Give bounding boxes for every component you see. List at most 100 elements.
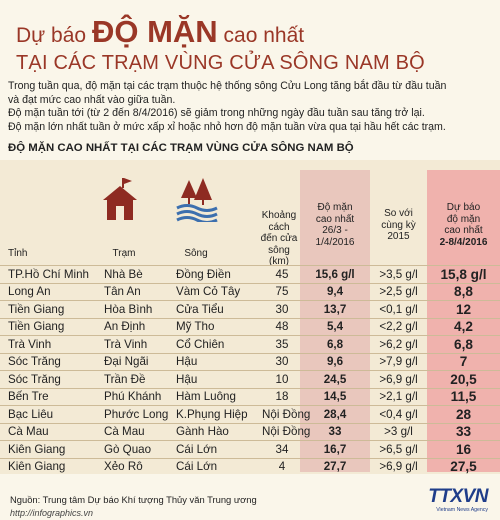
cell-so-sanh: >2,1 g/l: [379, 390, 418, 403]
row-divider: [0, 440, 500, 441]
header-so-sanh: So với cùng kỳ 2015: [370, 208, 427, 243]
cell-tram: Xẻo Rô: [104, 460, 143, 473]
cell-du-bao: 27,5: [450, 459, 477, 474]
ttxvn-logo: TTXVN: [428, 486, 488, 507]
table-row: Tiền Giang Hòa Bình Cửa Tiểu 30 13,7 <0,1 g/l…: [0, 301, 500, 319]
cell-song: Cái Lớn: [176, 442, 218, 456]
cell-du-bao: 6,8: [454, 336, 473, 352]
cell-tinh: Trà Vinh: [8, 337, 52, 351]
cell-tram: Hòa Bình: [104, 302, 153, 316]
cell-khoang-cach: 18: [275, 390, 289, 403]
intro-text: Trong tuần qua, độ mặn tại các trạm thuộ…: [8, 80, 446, 134]
table-row: Sóc Trăng Đại Ngãi Hậu 30 9,6 >7,9 g/l 7: [0, 353, 500, 371]
cell-khoang-cach: 30: [275, 355, 289, 368]
cell-do-man: 13,7: [323, 302, 347, 316]
cell-du-bao: 8,8: [454, 284, 473, 299]
cell-tram: Nhà Bè: [104, 267, 143, 281]
cell-tinh: Bến Tre: [8, 390, 49, 403]
cell-song: Hậu: [176, 355, 198, 368]
cell-tram: Tân An: [104, 285, 141, 298]
cell-tram: Phú Khánh: [104, 390, 162, 403]
row-divider: [0, 317, 500, 319]
cell-do-man: 16,7: [323, 442, 347, 456]
cell-tram: An Định: [104, 320, 146, 333]
cell-tinh: TP.Hồ Chí Minh: [8, 267, 89, 281]
cell-song: Đồng Điền: [176, 267, 231, 281]
header-line: 1/4/2016: [315, 236, 355, 248]
title-line2: TẠI CÁC TRẠM VÙNG CỬA SÔNG NAM BỘ: [16, 52, 425, 74]
header-song: Sông: [184, 248, 208, 259]
cell-tinh: Tiền Giang: [8, 320, 65, 333]
intro-line: Độ mặn lớn nhất tuần ở mức xấp xỉ hoặc n…: [8, 120, 446, 133]
cell-so-sanh: <2,2 g/l: [379, 320, 418, 333]
header-du-bao: Dự báo độ mặn cao nhất 2-8/4/2016: [427, 202, 500, 248]
title-suffix: cao nhất: [223, 24, 305, 47]
footer: Nguồn: Trung tâm Dự báo Khí tượng Thủy v…: [0, 474, 500, 520]
row-divider: [0, 370, 500, 371]
cell-khoang-cach: 48: [275, 320, 289, 333]
cell-so-sanh: >6,2 g/l: [379, 337, 418, 351]
page-title: Dự báo ĐỘ MẶN cao nhất: [16, 14, 304, 50]
cell-khoang-cach: Nội Đồng: [262, 425, 311, 438]
row-divider: [0, 335, 500, 336]
cell-do-man: 33: [328, 425, 342, 438]
table-row: Trà Vinh Trà Vinh Cổ Chiên 35 6,8 >6,2 g/l 6,8: [0, 336, 500, 354]
header-line: So với: [384, 208, 413, 219]
cell-du-bao: 11,5: [450, 389, 477, 404]
cell-do-man: 9,4: [326, 285, 344, 298]
title-prefix: Dự báo: [16, 24, 87, 47]
table-row: Bạc Liêu Phước Long K.Phụng Hiệp Nội Đồng 28…: [0, 406, 500, 424]
cell-so-sanh: <0,1 g/l: [379, 302, 418, 316]
header-line: Dự báo: [446, 202, 481, 213]
cell-du-bao: 7: [459, 354, 468, 369]
cell-so-sanh: >7,9 g/l: [379, 355, 418, 368]
cell-do-man: 14,5: [323, 390, 347, 403]
cell-tram: Trần Đề: [104, 372, 146, 386]
forecast-column-highlight: [427, 170, 500, 472]
header-line: đến cửa sông: [260, 233, 298, 256]
table-row: Long An Tân An Vàm Cỏ Tây 75 9,4 >2,5 g/l 8,8: [0, 283, 500, 301]
intro-line: và đạt mức cao nhất vào giữa tuần.: [8, 93, 176, 106]
row-divider: [0, 300, 500, 301]
header-line: Khoảng cách: [261, 210, 297, 233]
cell-tram: Đại Ngãi: [104, 355, 149, 368]
cell-tram: Gò Quao: [104, 442, 152, 456]
table-row: TP.Hồ Chí Minh Nhà Bè Đồng Điền 45 15,6 g/l >…: [0, 266, 500, 284]
table-row: Cà Mau Cà Mau Gành Hào Nội Đồng 33 >3 g/l 33: [0, 423, 500, 441]
table-row: Kiên Giang Xẻo Rô Cái Lớn 4 27,7 >6,9 g/l 27,5: [0, 458, 500, 476]
cell-du-bao: 12: [455, 301, 472, 317]
cell-du-bao: 33: [455, 424, 472, 439]
header-line: 2015: [387, 231, 410, 243]
row-divider: [0, 265, 500, 266]
cell-du-bao: 16: [455, 441, 472, 457]
header-line: cao nhất: [315, 213, 355, 225]
header-khoang-cach: Khoảng cách đến cửa sông (km): [250, 210, 308, 268]
cell-du-bao: 15,8 g/l: [440, 266, 487, 282]
row-divider: [0, 282, 500, 284]
cell-tram: Phước Long: [104, 407, 169, 421]
intro-line: Độ mặn tuần tới (từ 2 đến 8/4/2016) sẽ g…: [8, 107, 425, 120]
cell-do-man: 6,8: [326, 337, 344, 351]
cell-so-sanh: <0,4 g/l: [379, 407, 418, 421]
cell-khoang-cach: Nội Đồng: [262, 407, 311, 421]
title-area: Dự báo ĐỘ MẶN cao nhất TẠI CÁC TRẠM VÙNG…: [0, 0, 500, 160]
cell-do-man: 15,6 g/l: [315, 267, 355, 281]
cell-tinh: Kiên Giang: [8, 460, 66, 473]
website-link[interactable]: http://infographics.vn: [10, 508, 94, 518]
cell-so-sanh: >3 g/l: [384, 425, 413, 438]
header-line: cao nhất: [444, 225, 483, 237]
cell-tram: Cà Mau: [104, 425, 145, 438]
intro-line: Trong tuần qua, độ mặn tại các trạm thuộ…: [8, 80, 447, 92]
cell-khoang-cach: 75: [275, 285, 289, 298]
cell-khoang-cach: 4: [278, 460, 286, 473]
cell-du-bao: 4,2: [454, 319, 473, 334]
cell-du-bao: 28: [455, 406, 472, 422]
cell-so-sanh: >6,9 g/l: [379, 460, 418, 473]
source-text: Nguồn: Trung tâm Dự báo Khí tượng Thủy v…: [10, 494, 257, 505]
river-trees-icon: [176, 178, 218, 222]
cell-do-man: 28,4: [323, 407, 347, 421]
table-row: Bến Tre Phú Khánh Hàm Luông 18 14,5 >2,1 g/l 1…: [0, 388, 500, 406]
house-icon: [103, 178, 137, 220]
table-title: ĐỘ MẶN CAO NHẤT TẠI CÁC TRẠM VÙNG CỬA SÔ…: [8, 142, 354, 154]
row-divider: [0, 457, 500, 459]
